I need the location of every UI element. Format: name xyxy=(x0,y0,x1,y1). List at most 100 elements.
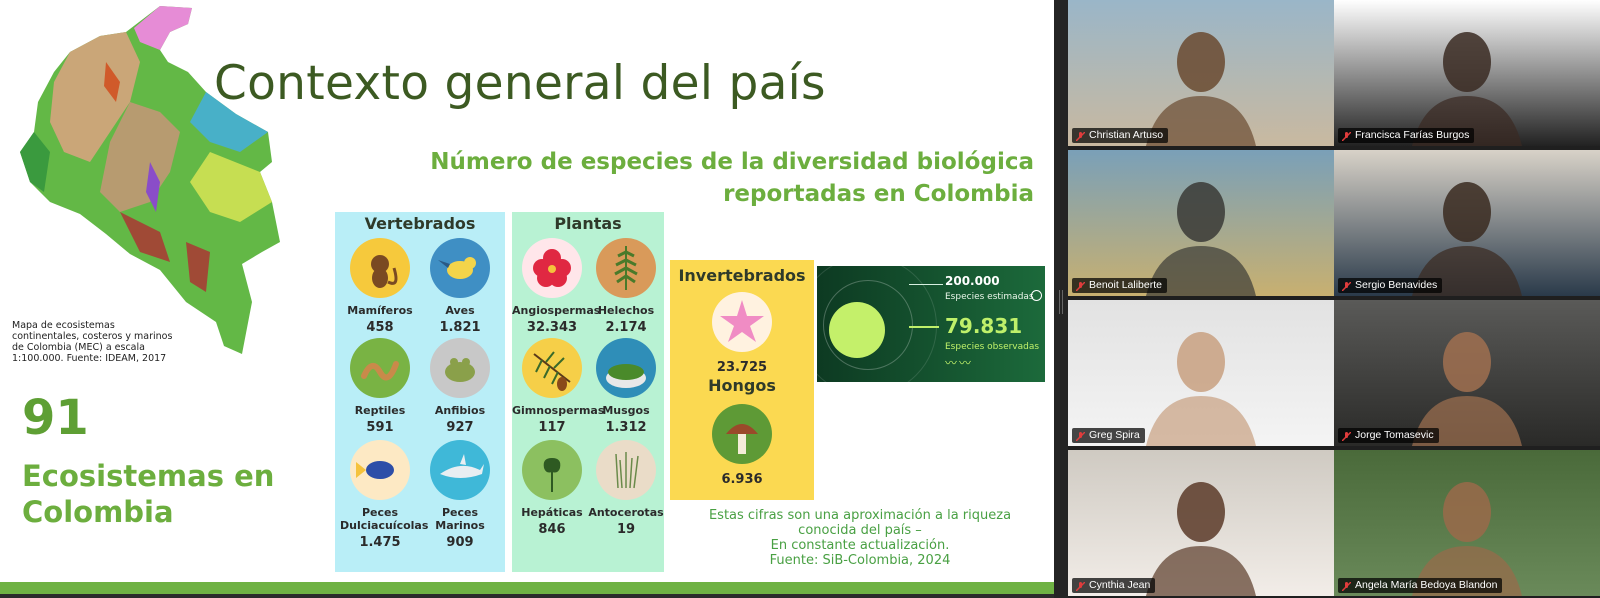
species-count: 19 xyxy=(616,522,636,537)
decor-line xyxy=(909,284,943,285)
vertebrados-panel: Vertebrados Mamíferos 458 Aves 1.821 xyxy=(335,212,505,572)
hongos-title: Hongos xyxy=(708,376,776,395)
mushroom-icon xyxy=(712,404,772,464)
participant-video-tile[interactable]: Francisca Farías Burgos xyxy=(1334,0,1600,146)
hornwort-icon xyxy=(596,440,656,500)
flower-icon xyxy=(522,238,582,298)
participant-video-tile[interactable]: Christian Artuso xyxy=(1068,0,1334,146)
participant-video xyxy=(1068,0,1334,146)
species-name: Hepáticas xyxy=(521,506,583,519)
slide-subtitle: Número de especies de la diversidad biol… xyxy=(430,149,1034,207)
species-stats-box: 200.000 Especies estimadas 79.831 Especi… xyxy=(817,266,1045,382)
participant-name-label: Cynthia Jean xyxy=(1072,578,1156,593)
splitter-grip-icon[interactable] xyxy=(1059,290,1063,314)
plantas-title: Plantas xyxy=(554,214,622,233)
wave-icon: 〰〰 xyxy=(945,356,974,370)
participant-name: Benoit Laliberte xyxy=(1089,279,1162,291)
participant-video-tile[interactable]: Greg Spira xyxy=(1068,300,1334,446)
muted-mic-icon xyxy=(1075,581,1086,592)
participant-video-tile[interactable]: Sergio Benavides xyxy=(1334,150,1600,296)
participant-video xyxy=(1334,0,1600,146)
participant-name: Francisca Farías Burgos xyxy=(1355,129,1470,141)
slide-bottom-edge xyxy=(0,594,1054,598)
panel-splitter[interactable] xyxy=(1054,0,1068,598)
species-helechos: Helechos 2.174 xyxy=(586,238,666,335)
species-name: Antocerotas xyxy=(588,506,664,519)
decor-ring xyxy=(823,280,913,370)
participant-video xyxy=(1334,300,1600,446)
map-caption: Mapa de ecosistemas continentales, coste… xyxy=(12,320,173,364)
species-count: 1.312 xyxy=(605,420,647,435)
participant-video-tile[interactable]: Benoit Laliberte xyxy=(1068,150,1334,296)
species-name: Gimnospermas xyxy=(512,404,605,417)
participant-video-tile[interactable]: Jorge Tomasevic xyxy=(1334,300,1600,446)
invertebrados-title: Invertebrados xyxy=(678,266,806,285)
estimated-species-value: 200.000 xyxy=(945,274,1000,288)
species-hongos: 6.936 xyxy=(702,404,782,487)
species-count: 32.343 xyxy=(526,320,578,335)
species-count: 2.174 xyxy=(605,320,647,335)
participant-name-label: Benoit Laliberte xyxy=(1072,278,1167,293)
species-count: 1.821 xyxy=(439,320,481,335)
species-count: 117 xyxy=(538,420,566,435)
species-count: 846 xyxy=(538,522,566,537)
participant-name-label: Jorge Tomasevic xyxy=(1338,428,1439,443)
colombia-ecosystem-map xyxy=(20,6,280,354)
slide-title: Contexto general del país xyxy=(214,56,826,111)
monkey-icon xyxy=(350,238,410,298)
species-gimnospermas: Gimnospermas 117 xyxy=(512,338,605,435)
species-name: Aves xyxy=(445,304,475,317)
estimated-species-label: Especies estimadas xyxy=(945,292,1034,302)
slide-footer-bar xyxy=(0,582,1054,594)
muted-mic-icon xyxy=(1341,581,1352,592)
participant-name-label: Sergio Benavides xyxy=(1338,278,1443,293)
participant-name-label: Greg Spira xyxy=(1072,428,1145,443)
pine-branch-icon xyxy=(522,338,582,398)
participant-name-label: Francisca Farías Burgos xyxy=(1338,128,1475,143)
participant-video-tile[interactable]: Cynthia Jean xyxy=(1068,450,1334,596)
species-name: Musgos xyxy=(602,404,650,417)
participant-name: Christian Artuso xyxy=(1089,129,1164,141)
species-name: Mamíferos xyxy=(347,304,413,317)
participant-video xyxy=(1068,450,1334,596)
species-count: 23.725 xyxy=(716,360,768,375)
species-anfibios: Anfibios 927 xyxy=(420,338,500,435)
participant-name-label: Angela María Bedoya Blandon xyxy=(1338,578,1503,593)
observed-species-label: Especies observadas xyxy=(945,342,1040,352)
muted-mic-icon xyxy=(1075,431,1086,442)
participant-name: Sergio Benavides xyxy=(1355,279,1438,291)
species-name: Angiospermas xyxy=(512,304,601,317)
plantas-panel: Plantas Angiospermas 32.343 Helechos 2.1… xyxy=(512,212,664,572)
species-name: Peces Dulciacuícolas xyxy=(340,506,429,532)
species-count: 591 xyxy=(366,420,394,435)
ecosystems-label: Ecosistemas en Colombia xyxy=(22,459,275,529)
species-peces-marinos: Peces Marinos 909 xyxy=(420,440,500,550)
participant-name: Jorge Tomasevic xyxy=(1355,429,1434,441)
species-count: 458 xyxy=(366,320,394,335)
participant-name: Greg Spira xyxy=(1089,429,1140,441)
source-note: Estas cifras son una aproximación a la r… xyxy=(708,508,1012,568)
species-count: 6.936 xyxy=(721,472,763,487)
participant-name-label: Christian Artuso xyxy=(1072,128,1169,143)
decor-dot xyxy=(829,302,885,358)
shared-slide: Mapa de ecosistemas continentales, coste… xyxy=(0,0,1054,598)
muted-mic-icon xyxy=(1341,281,1352,292)
snake-icon xyxy=(350,338,410,398)
species-mamiferos: Mamíferos 458 xyxy=(340,238,420,335)
decor-line xyxy=(909,326,939,328)
species-musgos: Musgos 1.312 xyxy=(586,338,666,435)
species-peces-dulciacuicolas: Peces Dulciacuícolas 1.475 xyxy=(340,440,429,550)
decor-ring xyxy=(817,266,937,382)
participant-video xyxy=(1068,300,1334,446)
info-icon xyxy=(1031,290,1042,301)
fern-icon xyxy=(596,238,656,298)
species-antocerotas: Antocerotas 19 xyxy=(586,440,666,537)
species-count: 909 xyxy=(446,535,474,550)
species-hepaticas: Hepáticas 846 xyxy=(512,440,592,537)
participant-video-tile[interactable]: Angela María Bedoya Blandon xyxy=(1334,450,1600,596)
species-count: 1.475 xyxy=(359,535,401,550)
species-name: Anfibios xyxy=(434,404,486,417)
observed-species-value: 79.831 xyxy=(945,314,1023,338)
species-angiospermas: Angiospermas 32.343 xyxy=(512,238,601,335)
species-name: Peces Marinos xyxy=(435,506,485,532)
